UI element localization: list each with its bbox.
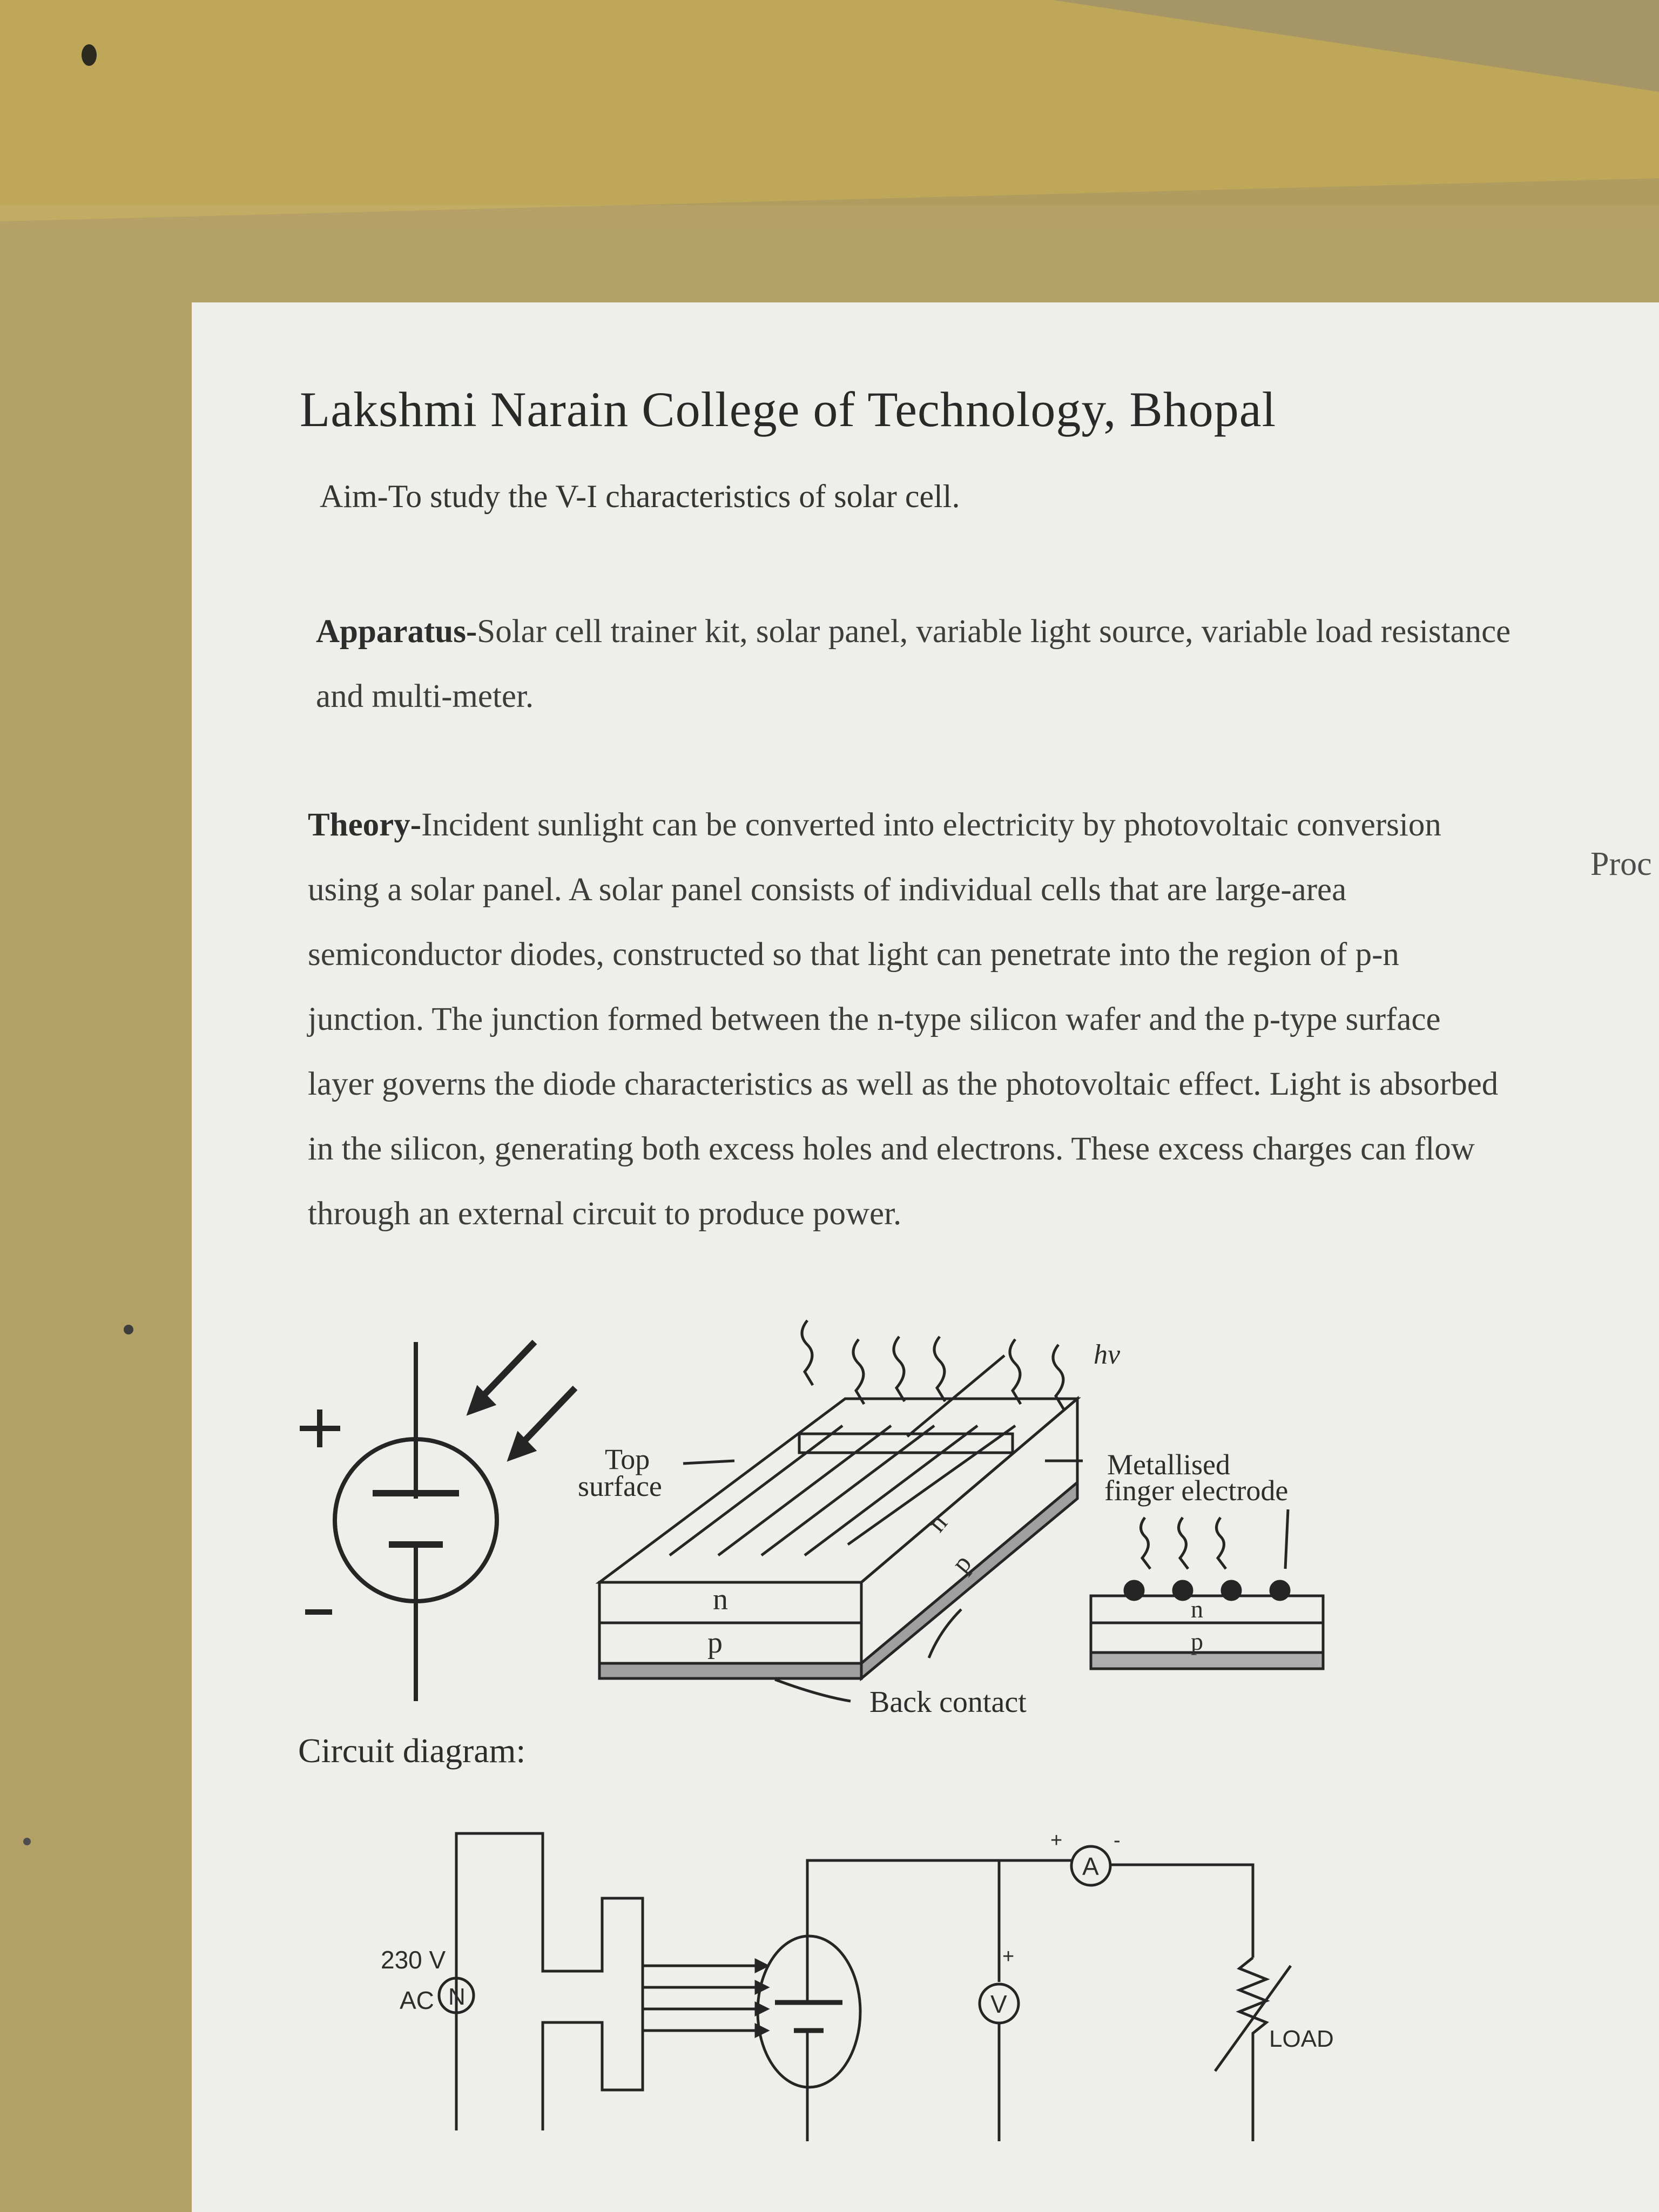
document-sheet: [192, 302, 1659, 2212]
adjacent-page-fragment: Proc: [1590, 846, 1652, 882]
top-surface-label-1: Top: [605, 1443, 650, 1475]
transformer-wiring: [455, 1832, 644, 2130]
hv-label: hv: [1094, 1339, 1121, 1370]
ammeter-label: A: [1082, 1852, 1099, 1880]
apparatus-paragraph: Apparatus-Solar cell trainer kit, solar …: [316, 599, 1515, 729]
detail-n-label: n: [1191, 1595, 1203, 1623]
ammeter-minus: -: [1114, 1829, 1121, 1852]
back-contact-label: Back contact: [869, 1685, 1027, 1719]
circuit-heading: Circuit diagram:: [298, 1731, 526, 1770]
ac-source-symbol: [437, 1977, 475, 2014]
source-symbol-label: N: [448, 1984, 466, 2010]
source-voltage-label: 230 V: [381, 1946, 446, 1974]
solar-cell-circuit-symbol: [756, 1934, 862, 2089]
top-surface-label-2: surface: [578, 1470, 662, 1502]
voltmeter-label: V: [990, 1990, 1007, 2018]
finger-electrode-detail: [1089, 1509, 1325, 1670]
layer-p-label: p: [707, 1626, 723, 1660]
source-type-label: AC: [400, 1986, 434, 2014]
detail-p-label: p: [1191, 1628, 1203, 1655]
theory-paragraph: Theory-Incident sunlight can be converte…: [308, 793, 1507, 1246]
metallised-label-1: Metallised: [1107, 1448, 1230, 1481]
layer-n-label: n: [713, 1583, 728, 1616]
document-title: Lakshmi Narain College of Technology, Bh…: [300, 382, 1277, 437]
metallised-label-2: finger electrode: [1104, 1474, 1288, 1507]
solar-cell-cross-section: [595, 1319, 1083, 1703]
voltmeter-plus: +: [1002, 1945, 1014, 1968]
apparatus-label: Apparatus-: [316, 613, 477, 650]
ammeter-plus: +: [1050, 1829, 1062, 1852]
load-resistor: [1236, 1957, 1270, 2141]
apparatus-text: Solar cell trainer kit, solar panel, var…: [316, 613, 1511, 714]
theory-text: Incident sunlight can be converted into …: [308, 807, 1499, 1232]
theory-label: Theory-: [308, 807, 422, 843]
aim-text: Aim-To study the V-I characteristics of …: [320, 478, 960, 514]
solar-cell-symbol: [300, 1339, 578, 1701]
load-label: LOAD: [1269, 2026, 1334, 2052]
